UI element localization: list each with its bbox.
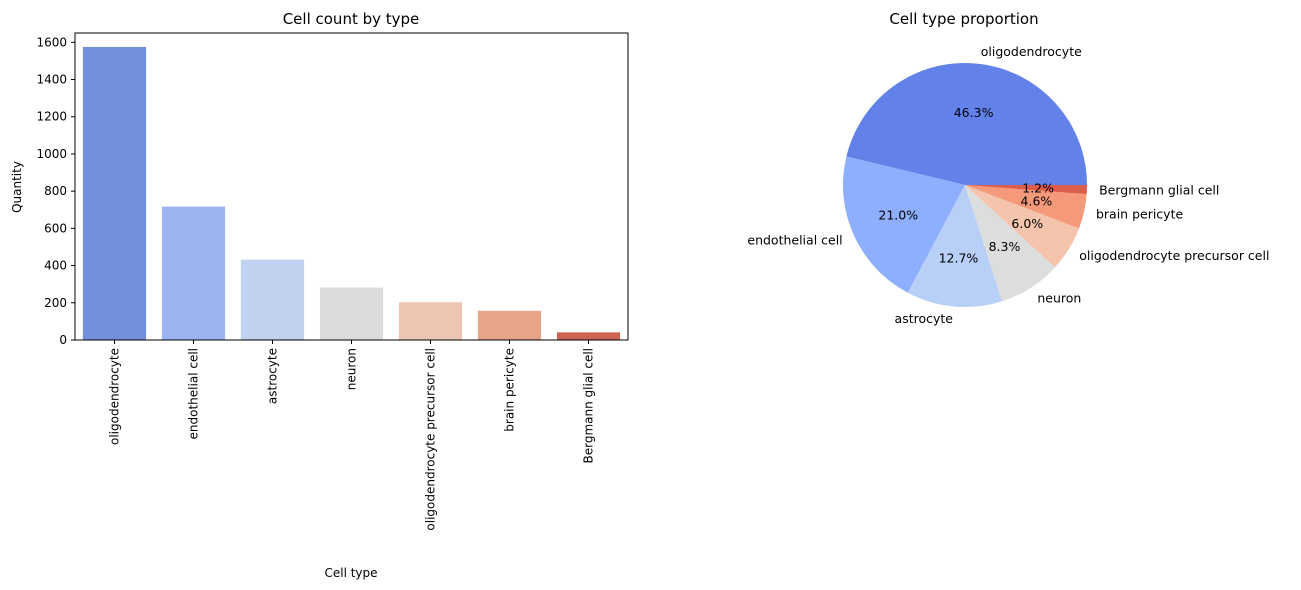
bar-y-tick-label: 800: [44, 184, 67, 198]
pie-category-label: endothelial cell: [747, 233, 842, 248]
pie-labels: oligodendrocyte 46.3% endothelial cell 21.0…: [747, 44, 1269, 326]
bar-x-tick-label: oligodendrocyte: [108, 348, 122, 445]
pie-slices: [843, 62, 1087, 307]
bar-y-tick-label: 1000: [36, 147, 67, 161]
pie-category-label: Bergmann glial cell: [1099, 183, 1219, 198]
bar-y-ticks: 0 200 400 600 800 1000 1200 1400 1600: [36, 35, 75, 347]
bar-y-axis-label: Quantity: [10, 161, 24, 213]
pie-slice-0: [846, 62, 1087, 185]
pie-percent-label: 4.6%: [1021, 193, 1053, 208]
pie-chart-title: Cell type proportion: [889, 10, 1038, 28]
bar-x-axis-label: Cell type: [324, 566, 377, 580]
bar-y-tick-label: 200: [44, 296, 67, 310]
pie-slice-4: [965, 185, 1080, 268]
bar-chart: Cell count by type 0 200 400 600 800 1000 1200…: [10, 10, 629, 580]
bar-y-tick-label: 1400: [36, 73, 67, 87]
bar-2: [240, 259, 305, 340]
bar-0: [82, 46, 147, 341]
bar-x-tick-label: brain pericyte: [503, 348, 517, 432]
pie-slice-2: [907, 185, 1003, 307]
pie-category-label: astrocyte: [895, 311, 954, 326]
bar-y-tick-label: 1200: [36, 110, 67, 124]
pie-category-label: oligodendrocyte precursor cell: [1079, 248, 1269, 263]
bar-3: [319, 287, 384, 340]
bar-4: [398, 302, 463, 340]
pie-category-label: brain pericyte: [1096, 207, 1184, 222]
pie-percent-label: 6.0%: [1011, 216, 1043, 231]
pie-chart: Cell type proportion oligodendrocyte 46.3…: [747, 10, 1269, 326]
bar-1: [161, 206, 226, 340]
bar-x-tick-label: Bergmann glial cell: [582, 348, 596, 463]
bar-y-tick-label: 400: [44, 259, 67, 273]
pie-percent-label: 21.0%: [878, 208, 918, 223]
bar-x-tick-label: oligodendrocyte precursor cell: [424, 348, 438, 531]
bar-y-tick-label: 600: [44, 221, 67, 235]
pie-percent-label: 8.3%: [989, 239, 1021, 254]
pie-slice-5: [965, 185, 1087, 229]
bar-x-tick-label: endothelial cell: [187, 348, 201, 439]
bar-y-tick-label: 1600: [36, 35, 67, 49]
pie-percent-label: 46.3%: [954, 105, 994, 120]
bar-chart-title: Cell count by type: [283, 10, 420, 28]
bar-6: [556, 332, 621, 340]
pie-slice-3: [965, 185, 1056, 302]
pie-percent-label: 12.7%: [939, 250, 979, 265]
pie-category-label: neuron: [1037, 291, 1081, 306]
bar-bars: [82, 46, 621, 341]
bar-y-tick-label: 0: [59, 333, 67, 347]
bar-x-tick-label: astrocyte: [266, 348, 280, 404]
bar-x-tick-label: neuron: [345, 348, 359, 390]
bar-x-ticks: oligodendrocyte endothelial cell astrocyte…: [108, 340, 596, 531]
pie-slice-6: [965, 185, 1087, 195]
bar-5: [477, 310, 542, 340]
pie-percent-label: 1.2%: [1022, 180, 1054, 195]
pie-slice-1: [843, 156, 965, 293]
pie-category-label: oligodendrocyte: [981, 44, 1082, 59]
